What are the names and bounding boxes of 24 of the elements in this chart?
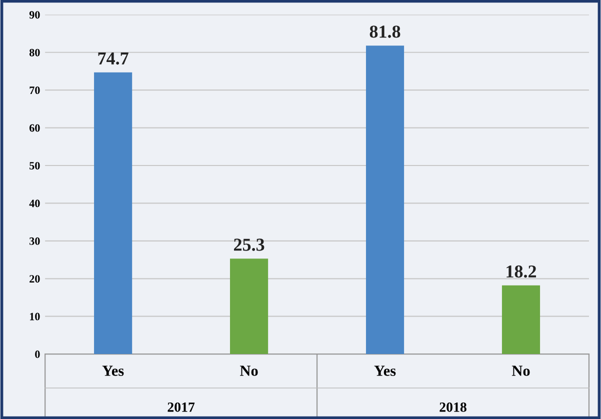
data-label: 74.7: [98, 52, 128, 65]
y-tick-label: 70: [30, 86, 40, 94]
y-tick-label: 40: [29, 200, 40, 208]
y-tick-label: 90: [29, 11, 40, 19]
data-label: 25.3: [234, 238, 264, 251]
y-tick-label: 60: [29, 124, 40, 132]
y-tick-label: 30: [30, 237, 40, 245]
data-label: 18.2: [506, 265, 536, 278]
x-tick-label: Yes: [374, 366, 396, 376]
x-tick-label: No: [512, 366, 530, 376]
bar: [366, 46, 404, 354]
y-tick-label: 10: [30, 312, 40, 320]
y-tick-label: 20: [30, 275, 40, 283]
text: 2017: [168, 402, 195, 412]
bar: [94, 72, 132, 354]
bar: [502, 285, 540, 354]
bar: [230, 258, 268, 354]
y-tick-label: 50: [30, 162, 40, 170]
x-tick-label: No: [240, 366, 258, 376]
x-tick-label: Yes: [102, 366, 124, 376]
data-label: 81.8: [370, 26, 400, 38]
text: 2018: [440, 402, 466, 412]
y-tick-label: 0: [35, 350, 40, 358]
y-tick-label: 80: [29, 48, 40, 56]
